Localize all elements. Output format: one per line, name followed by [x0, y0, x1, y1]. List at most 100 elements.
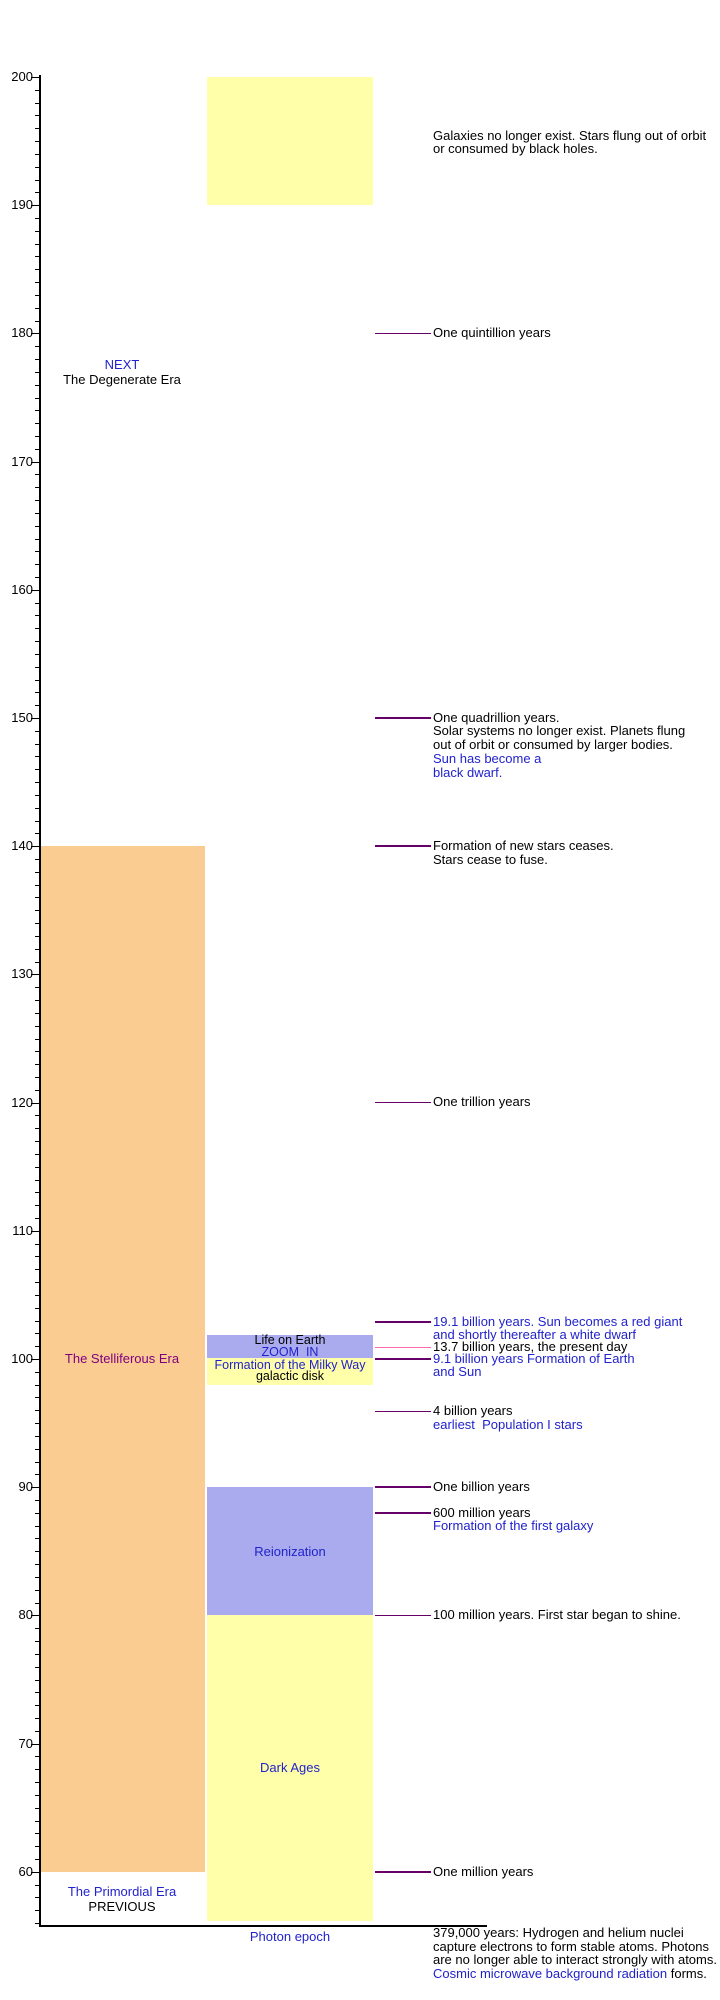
reionization-block-label[interactable]: Reionization [254, 1543, 326, 1559]
one-million-text-line: One million years [433, 1864, 718, 1879]
axis-minor-tick [35, 1128, 39, 1130]
axis-minor-tick [35, 1794, 39, 1796]
axis-minor-tick [35, 1012, 39, 1014]
axis-minor-tick [35, 1038, 39, 1040]
axis-minor-tick [35, 551, 39, 553]
axis-minor-tick [35, 1705, 39, 1707]
axis-minor-tick [35, 1089, 39, 1091]
population-one-stars-text-line: 4 billion years [433, 1404, 718, 1418]
axis-major-tick [31, 589, 39, 591]
axis-minor-tick [35, 871, 39, 873]
axis-minor-tick [35, 1500, 39, 1502]
axis-minor-tick [35, 538, 39, 540]
axis-minor-tick [35, 1166, 39, 1168]
axis-minor-tick [35, 1717, 39, 1719]
one-quadrillion-link[interactable]: black dwarf. [433, 764, 503, 780]
first-galaxy-text: 600 million years Formation of the first … [433, 1505, 718, 1533]
axis-tick-label: 90 [18, 1479, 33, 1495]
axis-minor-tick [35, 1692, 39, 1694]
axis-minor-tick [35, 987, 39, 989]
present-day-line [375, 1346, 431, 1349]
population-one-stars-link[interactable]: earliest Population I stars [433, 1416, 583, 1432]
axis-minor-tick [35, 1679, 39, 1681]
axis-minor-tick [35, 89, 39, 91]
previous-era-label-line[interactable]: The Primordial Era [67, 1884, 177, 1899]
life-on-earth-block-label[interactable]: ZOOM IN [261, 1344, 319, 1359]
axis-major-tick [31, 718, 39, 719]
axis-minor-tick [35, 166, 39, 168]
axis-minor-tick [35, 1589, 39, 1591]
life-on-earth-block-label: Life on Earth [254, 1333, 326, 1348]
axis-minor-tick [35, 1294, 39, 1296]
axis-minor-tick [35, 423, 39, 425]
star-formation-ceases-text-line: Formation of new stars ceases. [433, 839, 718, 853]
axis-major-tick [31, 333, 39, 335]
sun-red-giant-link[interactable]: 19.1 billion years. Sun becomes a red gi… [433, 1313, 683, 1329]
axis-minor-tick [35, 859, 39, 861]
axis-tick-label: 170 [11, 453, 33, 469]
population-one-stars-segment: 4 billion years [433, 1403, 513, 1419]
axis-minor-tick [35, 576, 39, 578]
axis-minor-tick [35, 782, 39, 784]
axis-minor-tick [35, 1269, 39, 1271]
stelliferous-era-block-label[interactable]: The Stelliferous Era [64, 1351, 180, 1367]
present-day-segment: 13.7 billion years, the present day [433, 1339, 628, 1355]
y-axis-line [39, 75, 41, 1925]
one-million-line [375, 1871, 431, 1873]
next-era-label-line[interactable]: NEXT [104, 357, 140, 372]
recombination-note-text-line: 379,000 years: Hydrogen and helium nucle… [433, 1926, 718, 1940]
one-quadrillion-link[interactable]: Sun has become a [433, 750, 542, 766]
axis-minor-tick [35, 1641, 39, 1643]
population-one-stars-text-line: earliest Population I stars [433, 1418, 718, 1432]
sun-red-giant-link[interactable]: and shortly thereafter a white dwarf [433, 1327, 637, 1343]
axis-minor-tick [35, 1435, 39, 1437]
dark-ages-photon-epoch-block-label[interactable]: Dark Ages [260, 1760, 320, 1776]
axis-minor-tick [35, 1282, 39, 1284]
recombination-note-segment: 379,000 years: Hydrogen and helium nucle… [433, 1925, 684, 1941]
one-quadrillion-text-line: Solar systems no longer exist. Planets f… [433, 724, 718, 738]
photon-epoch-label-line[interactable]: Photon epoch [249, 1929, 331, 1944]
axis-minor-tick [35, 1820, 39, 1822]
axis-minor-tick [35, 769, 39, 771]
recombination-note-link[interactable]: Cosmic microwave background radiation [433, 1966, 668, 1982]
milky-way-disk-block-label[interactable]: Formation of the Milky Way [214, 1357, 366, 1372]
axis-minor-tick [35, 1141, 39, 1143]
dark-ages-photon-epoch-block: Dark Ages [207, 1615, 373, 1921]
axis-tick-label: 140 [11, 838, 33, 854]
axis-minor-tick [35, 1423, 39, 1425]
axis-minor-tick [35, 1051, 39, 1053]
one-trillion-text: One trillion years [433, 1095, 718, 1109]
axis-minor-tick [35, 1064, 39, 1066]
axis-minor-tick [35, 1371, 39, 1373]
axis-minor-tick [35, 1923, 39, 1925]
axis-minor-tick [35, 1307, 39, 1309]
axis-minor-tick [35, 307, 39, 309]
earth-sun-formation-text: 9.1 billion years Formation of Earth and … [433, 1350, 718, 1380]
axis-minor-tick [35, 897, 39, 899]
sun-red-giant-text-line: and shortly thereafter a white dwarf [433, 1328, 718, 1342]
axis-minor-tick [35, 1833, 39, 1835]
axis-minor-tick [35, 1884, 39, 1886]
galaxies-note-text: Galaxies no longer exist. Stars flung ou… [433, 128, 718, 156]
sun-red-giant-line [375, 1321, 431, 1323]
one-trillion-text-line: One trillion years [433, 1095, 718, 1109]
axis-minor-tick [35, 102, 39, 104]
axis-minor-tick [35, 1115, 39, 1117]
axis-minor-tick [35, 1538, 39, 1540]
axis-minor-tick [35, 1576, 39, 1578]
axis-tick-label: 200 [11, 69, 33, 84]
earth-sun-formation-link[interactable]: and Sun [433, 1364, 482, 1380]
axis-minor-tick [35, 359, 39, 361]
axis-minor-tick [35, 1320, 39, 1322]
one-quintillion-text-line: One quintillion years [433, 326, 718, 340]
first-galaxy-link[interactable]: Formation of the first galaxy [433, 1518, 594, 1534]
stelliferous-era-block: The Stelliferous Era [39, 846, 205, 1872]
axis-minor-tick [35, 1384, 39, 1386]
first-galaxy-text-line: Formation of the first galaxy [433, 1519, 718, 1533]
galaxies-note-text-line: Galaxies no longer exist. Stars flung ou… [433, 128, 718, 143]
earth-sun-formation-link[interactable]: 9.1 billion years Formation of Earth [433, 1350, 635, 1366]
one-quadrillion-text-line: One quadrillion years. [433, 710, 718, 725]
axis-tick-label: 100 [11, 1351, 33, 1366]
axis-minor-tick [35, 1474, 39, 1476]
photon-epoch-label: Photon epoch [207, 1929, 373, 1944]
